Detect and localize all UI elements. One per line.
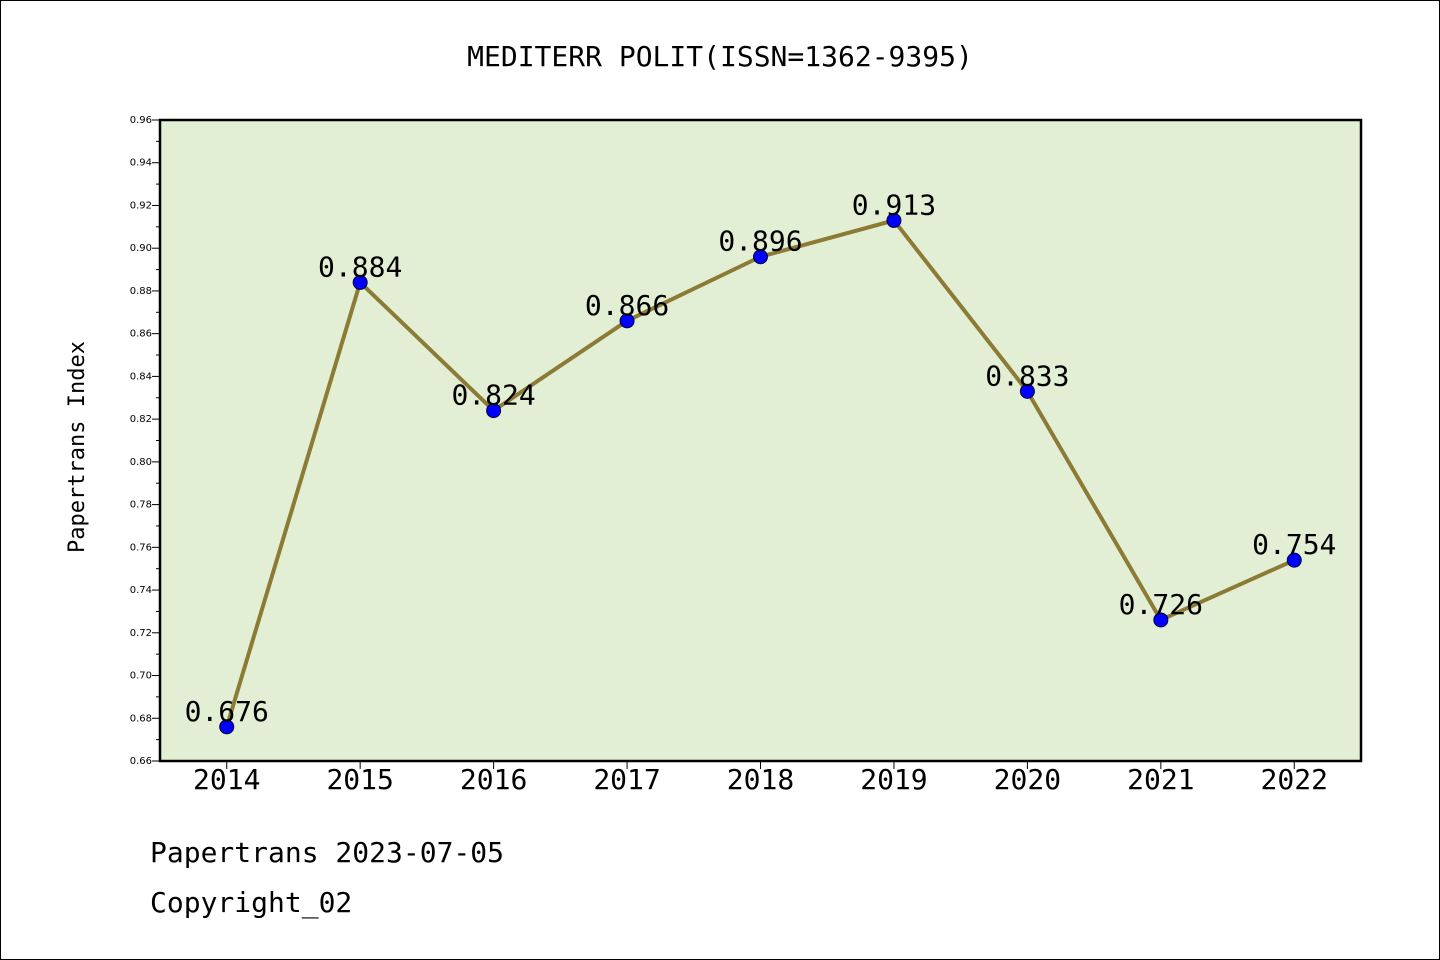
x-tick-label: 2015 xyxy=(326,763,393,796)
x-tick-label: 2022 xyxy=(1261,763,1328,796)
chart-title: MEDITERR POLIT(ISSN=1362-9395) xyxy=(467,40,973,73)
footer-date: Papertrans 2023-07-05 xyxy=(150,836,505,869)
plot-area xyxy=(160,120,1361,761)
x-tick-label: 2021 xyxy=(1127,763,1194,796)
y-tick-label: 0.68 xyxy=(130,713,152,724)
y-tick-label: 0.72 xyxy=(130,628,152,639)
data-point xyxy=(1153,612,1169,628)
y-tick-label: 0.76 xyxy=(130,542,152,553)
y-tick-label: 0.84 xyxy=(130,371,152,382)
data-label: 0.896 xyxy=(718,225,802,258)
data-point xyxy=(1286,552,1302,568)
series-group xyxy=(219,212,1302,735)
y-tick-label: 0.74 xyxy=(130,585,152,596)
y-tick-label: 0.92 xyxy=(130,200,152,211)
y-tick-label: 0.86 xyxy=(130,329,152,340)
y-axis-label: Papertrans Index xyxy=(65,341,90,553)
data-point xyxy=(886,212,902,228)
y-tick-label: 0.80 xyxy=(130,457,152,468)
y-tick-label: 0.78 xyxy=(130,500,152,511)
data-labels: 0.676 0.884 0.824 0.866 0.896 0.913 0.833 0.726… xyxy=(185,188,1337,727)
x-tick-label: 2020 xyxy=(994,763,1061,796)
data-label: 0.866 xyxy=(585,289,669,322)
data-label: 0.754 xyxy=(1252,528,1336,561)
x-tick-label: 2017 xyxy=(593,763,660,796)
data-point xyxy=(619,313,635,329)
y-tick-label: 0.90 xyxy=(130,243,152,254)
y-tick-label: 0.66 xyxy=(130,756,152,767)
data-point xyxy=(219,719,235,735)
plot-border xyxy=(158,118,1363,763)
footer-copyright: Copyright_02 xyxy=(150,886,353,919)
y-tick-label: 0.70 xyxy=(130,671,152,682)
x-axis: 2014 2015 2016 2017 2018 2019 2020 2021 2022 xyxy=(193,761,1328,796)
data-label: 0.676 xyxy=(185,695,269,728)
data-label: 0.833 xyxy=(985,359,1069,392)
x-tick-label: 2014 xyxy=(193,763,260,796)
data-label: 0.726 xyxy=(1119,588,1203,621)
data-point xyxy=(753,249,768,265)
data-point xyxy=(1019,383,1035,399)
data-point xyxy=(486,403,502,419)
x-tick-label: 2016 xyxy=(460,763,527,796)
data-point xyxy=(352,274,368,290)
y-tick-label: 0.94 xyxy=(130,158,152,169)
y-axis: 0.66 0.68 0.70 0.72 0.74 0.76 0.78 0.80 0.82 0.84… xyxy=(130,115,160,767)
x-tick-label: 2019 xyxy=(860,763,927,796)
data-label: 0.884 xyxy=(318,250,402,283)
y-tick-label: 0.82 xyxy=(130,414,152,425)
data-label: 0.913 xyxy=(852,188,936,221)
data-label: 0.824 xyxy=(451,379,535,412)
x-tick-label: 2018 xyxy=(727,763,794,796)
y-tick-label: 0.88 xyxy=(130,286,152,297)
y-tick-label: 0.96 xyxy=(130,115,152,126)
